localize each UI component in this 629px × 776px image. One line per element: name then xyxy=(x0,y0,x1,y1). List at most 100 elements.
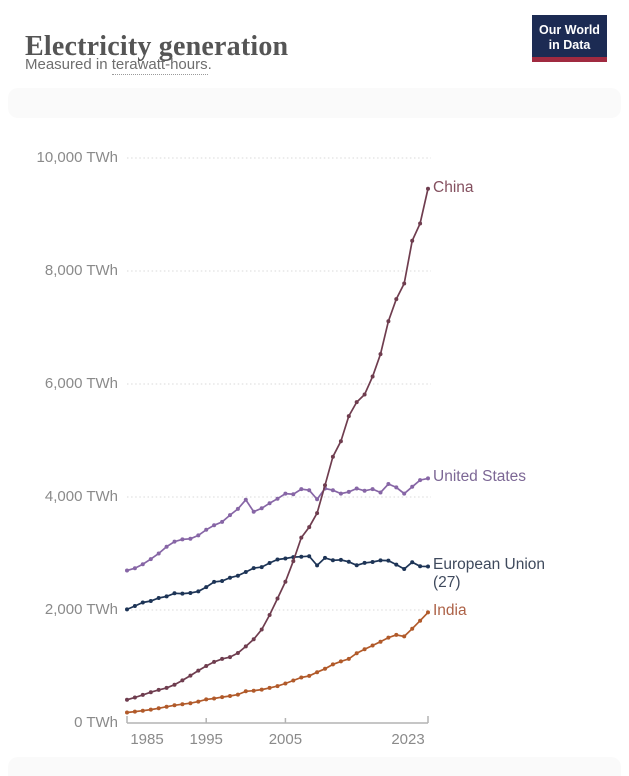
series-point-india-2007 xyxy=(299,675,304,680)
series-point-united-states-1998 xyxy=(228,513,232,518)
series-point-india-1996 xyxy=(212,696,217,701)
series-point-united-states-1992 xyxy=(180,537,185,542)
series-point-india-2005 xyxy=(283,681,288,686)
series-point-european-union-27-1996 xyxy=(212,579,217,584)
series-point-united-states-1989 xyxy=(156,551,161,556)
series-point-united-states-1987 xyxy=(140,562,145,567)
series-point-united-states-1996 xyxy=(212,523,217,528)
series-point-european-union-27-2007 xyxy=(299,554,304,559)
series-point-india-1994 xyxy=(196,699,201,704)
series-point-india-2004 xyxy=(275,684,280,689)
series-point-european-union-27-2019 xyxy=(394,562,399,567)
series-point-united-states-1988 xyxy=(148,557,153,562)
page-title: Electricity generation xyxy=(25,30,289,62)
series-point-european-union-27-2012 xyxy=(338,557,343,562)
series-point-china-2023 xyxy=(426,186,430,191)
series-point-united-states-2002 xyxy=(259,506,264,511)
series-label-united-states[interactable]: United States xyxy=(433,468,527,486)
y-axis-label-2000: 2,000 TWh xyxy=(44,601,118,618)
series-point-china-2018 xyxy=(386,319,391,324)
owid-logo: Our World in Data xyxy=(532,15,607,62)
series-point-european-union-27-2000 xyxy=(243,570,248,574)
series-point-china-2017 xyxy=(378,352,383,357)
series-point-united-states-2022 xyxy=(418,478,423,483)
terawatt-hours-definition-link[interactable]: terawatt-hours xyxy=(111,56,208,75)
series-point-european-union-27-1995 xyxy=(204,585,209,590)
series-point-china-2002 xyxy=(259,627,264,632)
series-point-china-2014 xyxy=(354,400,359,405)
series-point-india-2006 xyxy=(291,678,296,683)
x-axis-label-2005: 2005 xyxy=(268,731,303,748)
series-point-united-states-2019 xyxy=(394,485,399,490)
series-point-china-1990 xyxy=(164,685,169,690)
series-point-india-2018 xyxy=(386,635,391,640)
series-point-european-union-27-1985 xyxy=(125,607,129,612)
series-label-india[interactable]: India xyxy=(433,602,467,620)
series-label-china[interactable]: China xyxy=(433,178,474,196)
series-point-european-union-27-2004 xyxy=(275,557,280,562)
series-point-china-1988 xyxy=(148,690,153,695)
series-label-european-union-27[interactable]: European Union (27) xyxy=(433,556,546,592)
series-point-india-1993 xyxy=(188,701,193,706)
series-point-european-union-27-2008 xyxy=(307,554,312,559)
series-point-united-states-2018 xyxy=(386,482,391,486)
series-point-china-1992 xyxy=(180,678,185,683)
series-point-united-states-1990 xyxy=(164,544,169,549)
series-point-united-states-2011 xyxy=(330,488,335,493)
series-point-european-union-27-2013 xyxy=(346,559,351,564)
series-point-united-states-2013 xyxy=(346,489,351,494)
series-point-india-2014 xyxy=(354,651,359,656)
series-point-china-2005 xyxy=(283,579,288,584)
series-point-united-states-2017 xyxy=(378,490,383,495)
series-point-united-states-1991 xyxy=(172,539,177,544)
series-point-united-states-2008 xyxy=(307,488,312,493)
series-line-united-states[interactable] xyxy=(126,477,429,572)
series-point-united-states-2009 xyxy=(315,497,320,502)
series-point-united-states-2015 xyxy=(362,488,367,493)
series-point-china-2008 xyxy=(307,525,312,530)
y-axis-label-4000: 4,000 TWh xyxy=(44,488,118,505)
series-line-european-union-27[interactable] xyxy=(126,555,429,611)
series-line-china[interactable] xyxy=(126,188,429,701)
series-point-india-2008 xyxy=(307,673,312,678)
series-point-india-1992 xyxy=(180,702,185,707)
series-point-european-union-27-1988 xyxy=(148,599,153,603)
series-point-united-states-1986 xyxy=(132,566,137,571)
series-point-india-2002 xyxy=(259,687,264,692)
header-divider-band xyxy=(8,88,621,118)
series-point-china-2020 xyxy=(402,281,407,286)
series-point-european-union-27-2015 xyxy=(362,560,367,565)
series-point-united-states-1993 xyxy=(188,536,193,541)
series-point-india-2016 xyxy=(370,643,375,648)
series-point-china-2013 xyxy=(346,414,351,419)
series-point-european-union-27-2011 xyxy=(330,558,335,563)
series-point-european-union-27-1994 xyxy=(196,589,201,594)
series-point-united-states-2006 xyxy=(291,492,296,497)
series-point-china-1989 xyxy=(156,687,161,692)
chart-subtitle: Measured in terawatt-hours. xyxy=(25,56,212,75)
series-point-united-states-2003 xyxy=(267,501,272,506)
series-point-india-1995 xyxy=(204,697,209,702)
series-point-china-2021 xyxy=(410,238,415,243)
series-point-united-states-1995 xyxy=(204,527,209,532)
series-point-india-2015 xyxy=(362,647,367,652)
series-point-india-2019 xyxy=(394,632,399,637)
y-axis-label-8000: 8,000 TWh xyxy=(44,262,118,279)
series-point-china-2003 xyxy=(267,613,272,617)
series-point-china-1997 xyxy=(220,656,225,661)
series-point-united-states-2023 xyxy=(426,476,430,481)
series-point-india-1997 xyxy=(220,695,225,700)
series-point-european-union-27-1999 xyxy=(235,573,240,578)
series-point-united-states-2001 xyxy=(251,509,256,514)
series-point-china-2016 xyxy=(370,374,375,379)
series-line-india[interactable] xyxy=(126,611,429,714)
series-point-european-union-27-1991 xyxy=(172,591,177,596)
series-point-china-2009 xyxy=(315,511,320,516)
series-point-india-2013 xyxy=(346,656,351,661)
series-point-united-states-1994 xyxy=(196,533,201,538)
series-point-european-union-27-2009 xyxy=(315,563,320,568)
series-point-china-2001 xyxy=(251,637,256,642)
series-point-european-union-27-2014 xyxy=(354,563,359,568)
series-point-european-union-27-1987 xyxy=(140,600,145,605)
series-point-india-1998 xyxy=(228,694,232,698)
